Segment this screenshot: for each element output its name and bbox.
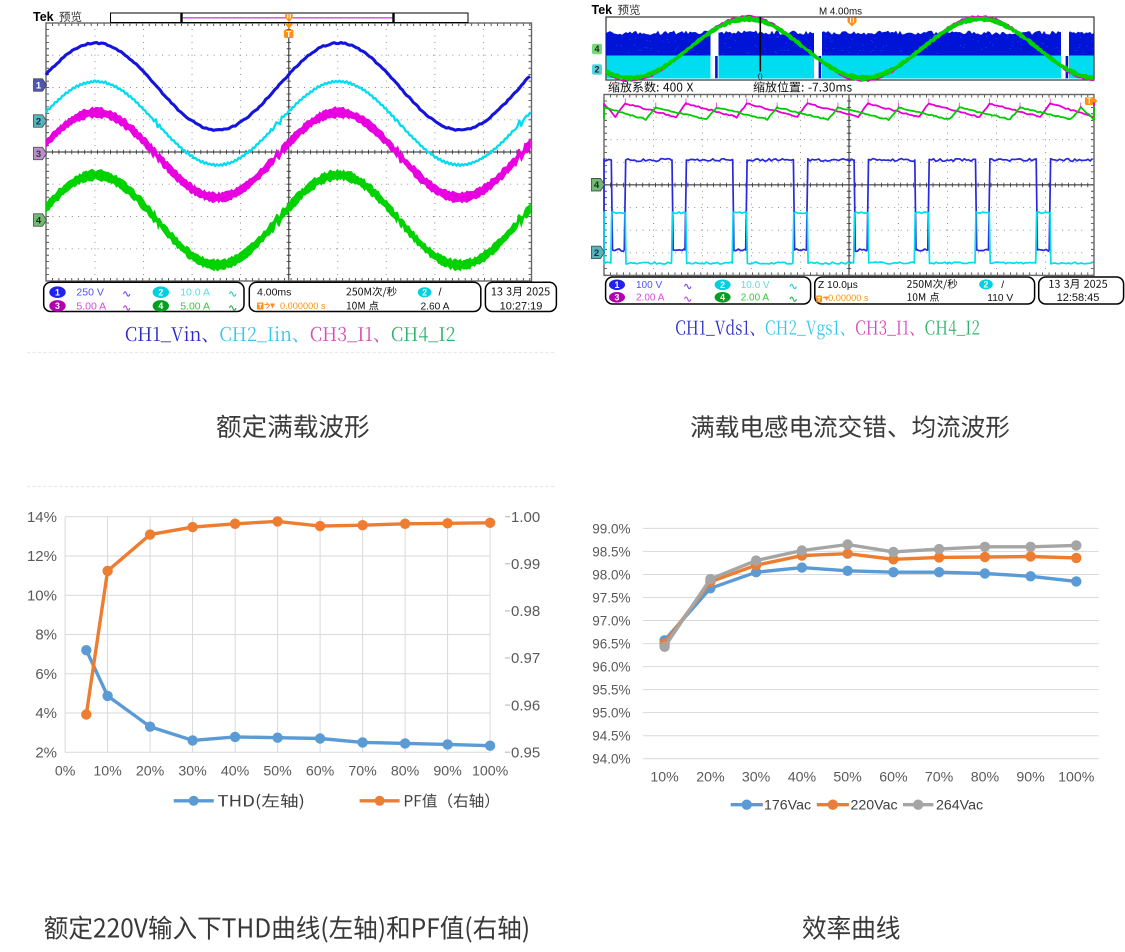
- svg-text:10%: 10%: [93, 764, 122, 780]
- svg-text:0.00000 s: 0.00000 s: [828, 293, 869, 303]
- svg-text:2: 2: [720, 280, 725, 290]
- svg-text:80%: 80%: [391, 764, 420, 780]
- svg-text:1: 1: [615, 280, 620, 290]
- svg-text:4: 4: [594, 44, 599, 54]
- svg-text:97.5%: 97.5%: [592, 591, 630, 606]
- svg-text:3: 3: [615, 292, 620, 302]
- svg-text:1: 1: [36, 80, 42, 91]
- svg-text:2: 2: [594, 248, 599, 259]
- svg-text:50%: 50%: [263, 764, 292, 780]
- svg-text:4: 4: [720, 292, 725, 302]
- svg-text:0.96: 0.96: [511, 697, 540, 714]
- svg-text:220Vac: 220Vac: [851, 798, 898, 814]
- svg-text:96.0%: 96.0%: [592, 660, 630, 675]
- svg-text:Z 10.0µs: Z 10.0µs: [818, 280, 858, 291]
- svg-text:/: /: [439, 286, 443, 298]
- svg-text:70%: 70%: [348, 764, 377, 780]
- svg-text:250 V: 250 V: [76, 286, 103, 298]
- svg-text:4: 4: [158, 301, 163, 311]
- svg-text:40%: 40%: [788, 770, 817, 786]
- svg-text:0.000000 s: 0.000000 s: [280, 301, 326, 311]
- svg-text:94.0%: 94.0%: [592, 752, 630, 767]
- svg-text:96.5%: 96.5%: [592, 637, 630, 652]
- svg-text:2.60 A: 2.60 A: [421, 301, 450, 312]
- svg-text:40%: 40%: [221, 764, 250, 780]
- svg-text:4: 4: [36, 215, 42, 226]
- svg-text:60%: 60%: [306, 764, 335, 780]
- svg-text:10.0 V: 10.0 V: [741, 280, 770, 291]
- svg-text:90%: 90%: [1016, 770, 1045, 786]
- svg-text:1: 1: [55, 287, 60, 297]
- svg-text:14%: 14%: [27, 509, 57, 526]
- svg-text:3: 3: [55, 301, 60, 311]
- svg-text:4%: 4%: [35, 705, 57, 722]
- svg-text:12%: 12%: [27, 548, 57, 565]
- svg-text:0.97: 0.97: [511, 650, 540, 667]
- svg-text:60%: 60%: [879, 770, 908, 786]
- svg-text:2: 2: [984, 280, 989, 290]
- svg-text:30%: 30%: [178, 764, 207, 780]
- svg-text:M 4.00ms: M 4.00ms: [819, 7, 862, 18]
- svg-text:97.0%: 97.0%: [592, 614, 630, 629]
- svg-text:264Vac: 264Vac: [936, 798, 983, 814]
- svg-text:70%: 70%: [925, 770, 954, 786]
- svg-text:/: /: [1001, 279, 1004, 291]
- svg-text:Tek: Tek: [592, 3, 613, 17]
- svg-text:(): (): [758, 72, 763, 81]
- svg-text:2%: 2%: [35, 744, 57, 761]
- svg-text:110 V: 110 V: [987, 293, 1013, 304]
- svg-text:5.00 A: 5.00 A: [180, 300, 210, 312]
- svg-text:2.00 A: 2.00 A: [741, 293, 770, 304]
- svg-text:8%: 8%: [35, 627, 57, 644]
- svg-text:30%: 30%: [742, 770, 771, 786]
- svg-text:2: 2: [158, 287, 163, 297]
- svg-text:10:27:19: 10:27:19: [500, 300, 543, 312]
- svg-text:100%: 100%: [1058, 770, 1095, 786]
- svg-text:100 V: 100 V: [636, 280, 662, 291]
- svg-text:99.0%: 99.0%: [592, 521, 630, 536]
- svg-text:10%: 10%: [27, 587, 57, 604]
- svg-text:6%: 6%: [35, 666, 57, 683]
- svg-text:2: 2: [422, 287, 427, 297]
- svg-text:50%: 50%: [833, 770, 862, 786]
- svg-text:20%: 20%: [136, 764, 165, 780]
- svg-text:2: 2: [36, 116, 41, 127]
- svg-text:1.00: 1.00: [511, 509, 540, 526]
- svg-text:2: 2: [594, 65, 599, 75]
- svg-text:10.0 A: 10.0 A: [180, 286, 210, 298]
- svg-text:98.5%: 98.5%: [592, 544, 630, 559]
- svg-text:5.00 A: 5.00 A: [76, 300, 106, 312]
- svg-text:100%: 100%: [472, 764, 509, 780]
- svg-text:4: 4: [594, 180, 600, 191]
- svg-text:T: T: [286, 29, 292, 39]
- svg-text:176Vac: 176Vac: [764, 798, 811, 814]
- svg-text:95.0%: 95.0%: [592, 706, 630, 721]
- svg-text:10%: 10%: [650, 770, 679, 786]
- svg-text:0.95: 0.95: [511, 744, 540, 761]
- svg-text:3: 3: [36, 149, 41, 160]
- svg-text:94.5%: 94.5%: [592, 729, 630, 744]
- svg-text:20%: 20%: [696, 770, 725, 786]
- svg-text:12:58:45: 12:58:45: [1057, 292, 1100, 304]
- svg-text:80%: 80%: [971, 770, 1000, 786]
- svg-text:T: T: [1087, 97, 1092, 106]
- svg-text:90%: 90%: [433, 764, 462, 780]
- svg-text:2.00 A: 2.00 A: [636, 293, 665, 304]
- svg-text:98.0%: 98.0%: [592, 568, 630, 583]
- svg-text:0.99: 0.99: [511, 556, 540, 573]
- svg-text:0.98: 0.98: [511, 603, 540, 620]
- svg-text:Tek: Tek: [33, 10, 54, 24]
- svg-text:0%: 0%: [55, 764, 76, 780]
- svg-text:4.00ms: 4.00ms: [257, 286, 291, 298]
- svg-text:95.5%: 95.5%: [592, 683, 630, 698]
